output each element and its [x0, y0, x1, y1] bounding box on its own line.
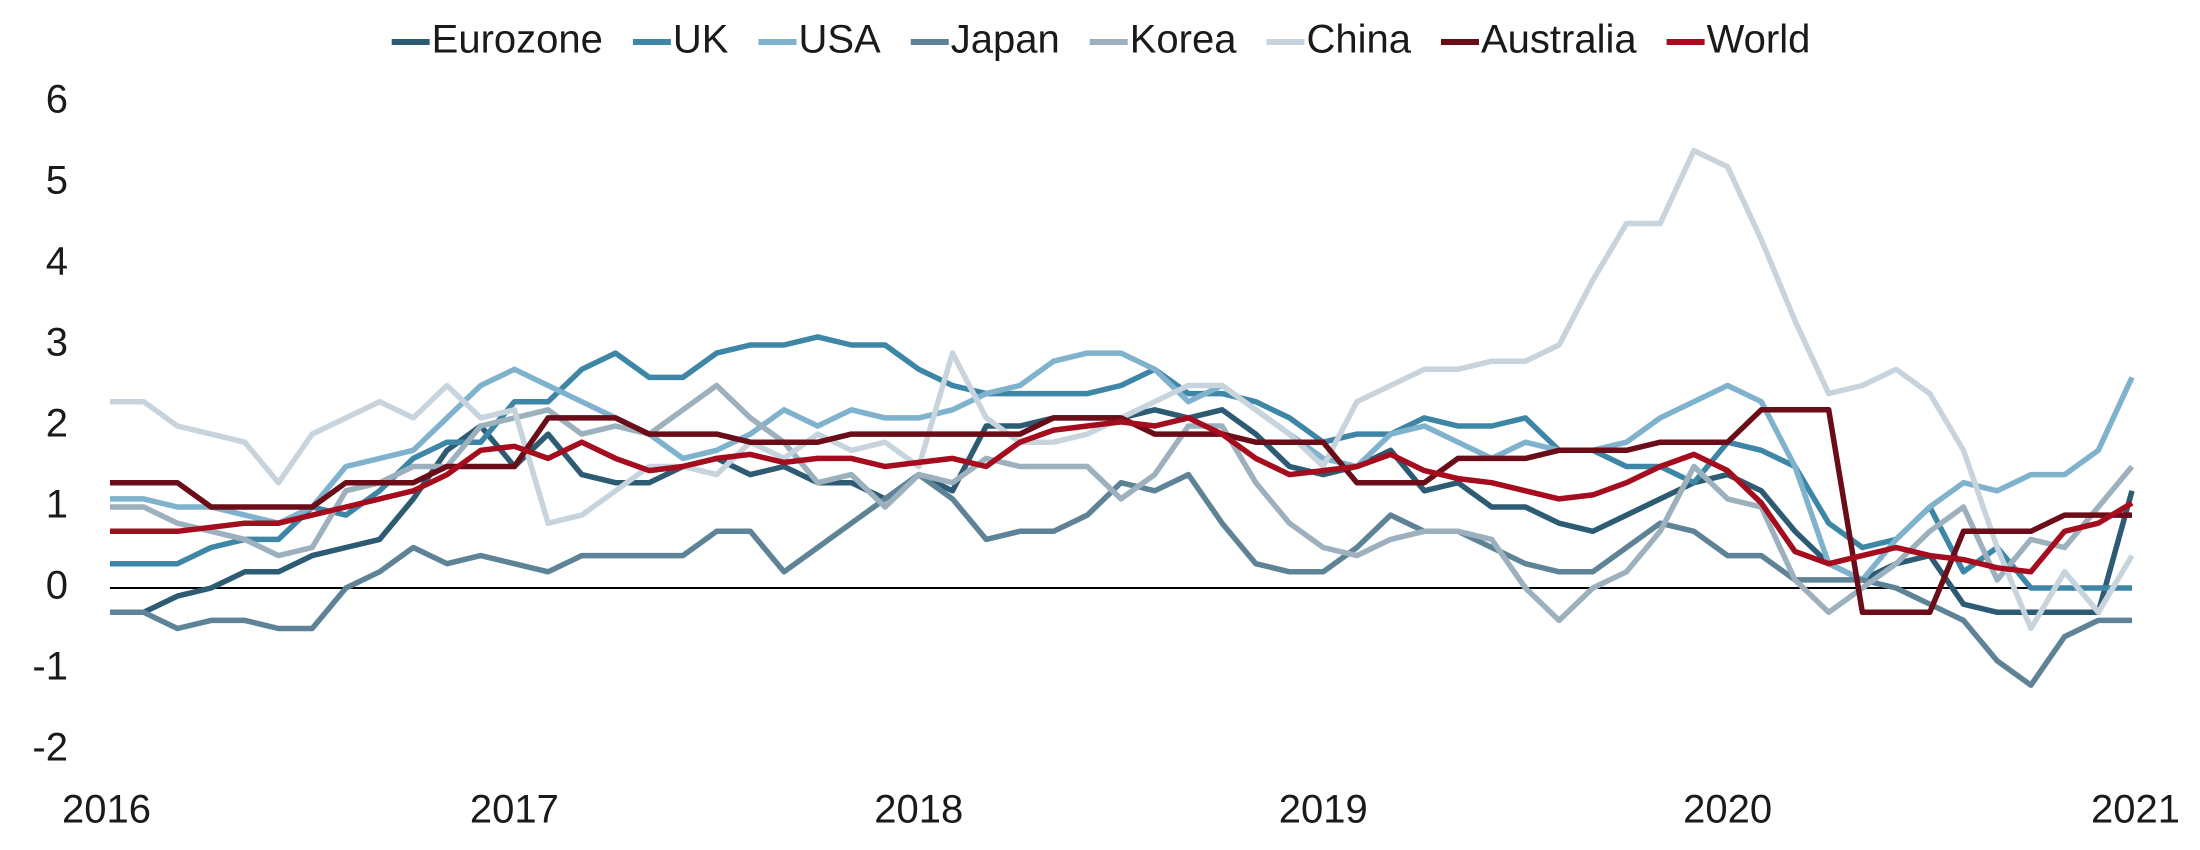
x-tick-label: 2021: [2091, 788, 2180, 832]
x-tick-label: 2020: [1683, 788, 1772, 832]
y-tick-label: 0: [46, 564, 68, 608]
y-tick-label: -2: [32, 726, 68, 770]
legend-item: USA: [758, 18, 881, 62]
legend-item: Japan: [910, 18, 1060, 62]
legend-label: Japan: [951, 18, 1060, 62]
legend-label: UK: [673, 18, 729, 62]
x-tick-label: 2017: [470, 788, 559, 832]
series-line: [110, 350, 2135, 583]
legend-label: World: [1707, 18, 1811, 62]
legend-item: Korea: [1089, 18, 1237, 62]
x-tick-label: 2016: [62, 788, 151, 832]
y-tick-label: 6: [46, 78, 68, 122]
y-tick-label: 4: [46, 240, 68, 284]
series-line: [110, 471, 2132, 688]
x-tick-label: 2018: [874, 788, 963, 832]
legend-label: Eurozone: [432, 18, 603, 62]
series-line: [110, 407, 2132, 616]
legend-label: USA: [798, 18, 881, 62]
legend-item: China: [1266, 18, 1412, 62]
legend-item: UK: [632, 18, 729, 62]
legend-label: Australia: [1481, 18, 1637, 62]
legend-label: China: [1306, 18, 1411, 62]
y-tick-label: -1: [32, 645, 68, 689]
series-line: [110, 415, 2134, 575]
y-tick-label: 1: [46, 483, 68, 527]
legend-item: Australia: [1440, 18, 1637, 62]
y-tick-label: 5: [46, 159, 68, 203]
x-tick-label: 2019: [1279, 788, 1368, 832]
y-tick-label: 2: [46, 402, 68, 446]
legend-item: Eurozone: [391, 18, 603, 62]
legend: Eurozone UK USA Japan Korea China Australia Wor…: [391, 18, 1811, 62]
legend-item: World: [1666, 18, 1811, 62]
legend-label: Korea: [1130, 18, 1237, 62]
y-tick-label: 3: [46, 321, 68, 365]
